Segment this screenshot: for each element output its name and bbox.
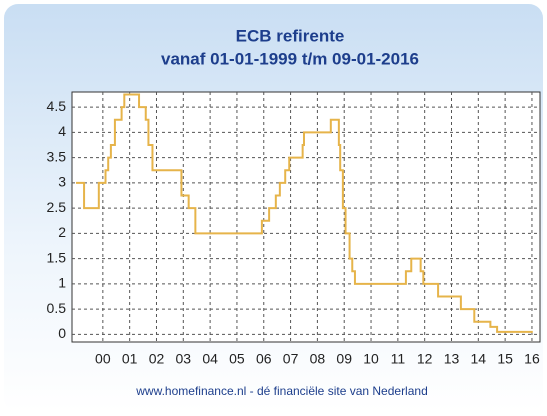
x-tick-label: 15 (497, 351, 513, 367)
x-tick-label: 13 (444, 351, 460, 367)
chart-title: ECB refirente (236, 26, 345, 45)
y-tick-label: 2 (58, 224, 66, 240)
x-tick-label: 06 (256, 351, 272, 367)
y-tick-label: 3 (58, 174, 66, 190)
x-tick-label: 16 (524, 351, 540, 367)
y-tick-label: 1 (58, 275, 66, 291)
y-tick-label: 4 (58, 123, 66, 139)
plot-area (71, 91, 541, 343)
x-tick-label: 02 (149, 351, 165, 367)
x-tick-label: 12 (417, 351, 433, 367)
y-tick-label: 4.5 (47, 98, 67, 114)
y-tick-label: 0.5 (47, 300, 67, 316)
x-tick-label: 01 (122, 351, 138, 367)
x-tick-label: 05 (229, 351, 245, 367)
x-tick-label: 07 (283, 351, 299, 367)
x-tick-label: 04 (202, 351, 218, 367)
x-tick-label: 00 (95, 351, 111, 367)
x-tick-label: 10 (363, 351, 379, 367)
line (76, 93, 533, 333)
y-tick-label: 3.5 (47, 148, 67, 164)
y-tick-label: 1.5 (47, 249, 67, 265)
y-tick-label: 2.5 (47, 199, 67, 215)
chart-subtitle: vanaf 01-01-1999 t/m 09-01-2016 (161, 49, 419, 68)
x-tick-label: 08 (310, 351, 326, 367)
x-tick-label: 03 (176, 351, 192, 367)
footer: www.homefinance.nl - dé financiële site … (135, 384, 428, 398)
x-tick-label: 14 (471, 351, 487, 367)
x-tick-label: 09 (336, 351, 352, 367)
x-tick-label: 11 (391, 351, 406, 367)
y-tick-label: 0 (58, 325, 66, 341)
